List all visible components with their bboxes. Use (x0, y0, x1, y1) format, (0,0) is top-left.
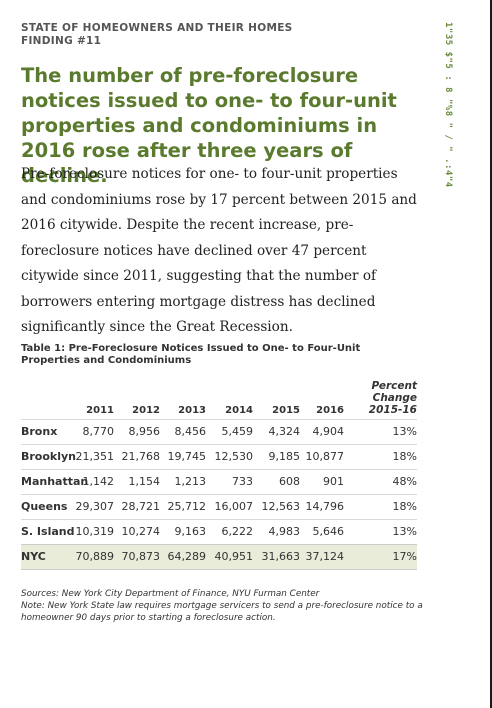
table-row-queens: Queens 29,307 28,721 25,712 16,007 12,563 14,7… (21, 494, 417, 519)
table-row-bronx: Bronx 8,770 8,956 8,456 5,459 4,324 4,904 13% (21, 419, 417, 444)
row-label: Manhattan (21, 475, 89, 488)
cell-2011: 10,319 (75, 525, 115, 538)
row-label: Queens (21, 500, 68, 513)
cell-percent-change: 18% (392, 450, 417, 463)
cell-2015: 31,663 (261, 550, 301, 563)
header-year-2015: 2015 (272, 405, 300, 416)
cell-2013: 1,213 (174, 475, 207, 488)
cell-2012: 10,274 (121, 525, 161, 538)
row-label: NYC (21, 550, 46, 563)
cell-2015: 9,185 (268, 450, 301, 463)
row-label: Brooklyn (21, 450, 77, 463)
cell-2012: 1,154 (128, 475, 161, 488)
page-edge (490, 0, 492, 708)
header-pct-line3: 2015-16 (368, 404, 417, 416)
header-year-2014: 2014 (225, 405, 253, 416)
cell-2015: 4,324 (268, 425, 301, 438)
cell-percent-change: 48% (392, 475, 417, 488)
cell-2015: 4,983 (268, 525, 301, 538)
finding-body: Pre-foreclosure notices for one- to four… (21, 166, 417, 335)
header-pct-line2: Change (372, 392, 417, 404)
cell-2011: 1,142 (82, 475, 115, 488)
cell-2014: 5,459 (221, 425, 254, 438)
cell-2016: 10,877 (305, 450, 345, 463)
cell-percent-change: 17% (392, 550, 417, 563)
cell-2013: 9,163 (174, 525, 207, 538)
section-kicker: STATE OF HOMEOWNERS AND THEIR HOMES FIND… (21, 22, 293, 48)
cell-2015: 12,563 (261, 500, 301, 513)
cell-2011: 8,770 (82, 425, 115, 438)
cell-percent-change: 13% (392, 425, 417, 438)
cell-2011: 70,889 (75, 550, 115, 563)
cell-2016: 14,796 (305, 500, 345, 513)
cell-2011: 29,307 (75, 500, 115, 513)
table-row-brooklyn: Brooklyn 21,351 21,768 19,745 12,530 9,185 10,… (21, 444, 417, 469)
cell-2016: 5,646 (312, 525, 345, 538)
cell-2012: 8,956 (128, 425, 161, 438)
cell-2011: 21,351 (75, 450, 115, 463)
header-percent-change: Percent Change 2015-16 (369, 380, 417, 416)
cell-percent-change: 18% (392, 500, 417, 513)
table-row-manhattan: Manhattan 1,142 1,154 1,213 733 608 901 48% (21, 469, 417, 494)
cell-2013: 8,456 (174, 425, 207, 438)
row-label: Bronx (21, 425, 58, 438)
sources-note: Sources: New York City Department of Fin… (21, 588, 431, 624)
cell-2015: 608 (279, 475, 300, 488)
cell-2013: 19,745 (167, 450, 207, 463)
cell-2014: 16,007 (214, 500, 254, 513)
header-year-2013: 2013 (178, 405, 206, 416)
row-label: S. Island (21, 525, 75, 538)
table-title: Table 1: Pre-Foreclosure Notices Issued … (21, 343, 361, 366)
sources-line: Sources: New York City Department of Fin… (21, 589, 320, 599)
cell-2012: 70,873 (121, 550, 161, 563)
table-row-nyc: NYC 70,889 70,873 64,289 40,951 31,663 37,124 1… (21, 544, 417, 570)
cell-2014: 733 (232, 475, 253, 488)
kicker-finding-number: FINDING #11 (21, 35, 102, 47)
data-table: Percent Change 2015-16 2011 2012 2013 2014 2… (21, 375, 417, 570)
cell-2014: 12,530 (214, 450, 254, 463)
table-header: Percent Change 2015-16 2011 2012 2013 2014 2… (21, 375, 417, 419)
cell-2014: 6,222 (221, 525, 254, 538)
cell-2012: 28,721 (121, 500, 161, 513)
cell-2013: 64,289 (167, 550, 207, 563)
note-line: Note: New York State law requires mortga… (21, 601, 423, 623)
header-year-2011: 2011 (86, 405, 114, 416)
kicker-section-title: STATE OF HOMEOWNERS AND THEIR HOMES (21, 22, 293, 34)
cell-2014: 40,951 (214, 550, 254, 563)
cell-2013: 25,712 (167, 500, 207, 513)
header-pct-line1: Percent (371, 380, 417, 392)
cell-2012: 21,768 (121, 450, 161, 463)
header-year-2016: 2016 (316, 405, 344, 416)
side-running-text: 1"35 $"5 : 8 "%8 " / " .:4"4 (443, 22, 453, 188)
finding-headline: The number of pre-foreclosure notices is… (21, 64, 397, 187)
cell-percent-change: 13% (392, 525, 417, 538)
cell-2016: 37,124 (305, 550, 345, 563)
table-body: Bronx 8,770 8,956 8,456 5,459 4,324 4,904 13% Br… (21, 419, 417, 570)
cell-2016: 901 (323, 475, 344, 488)
table-row-s-island: S. Island 10,319 10,274 9,163 6,222 4,983 5,64… (21, 519, 417, 544)
cell-2016: 4,904 (312, 425, 345, 438)
header-year-2012: 2012 (132, 405, 160, 416)
